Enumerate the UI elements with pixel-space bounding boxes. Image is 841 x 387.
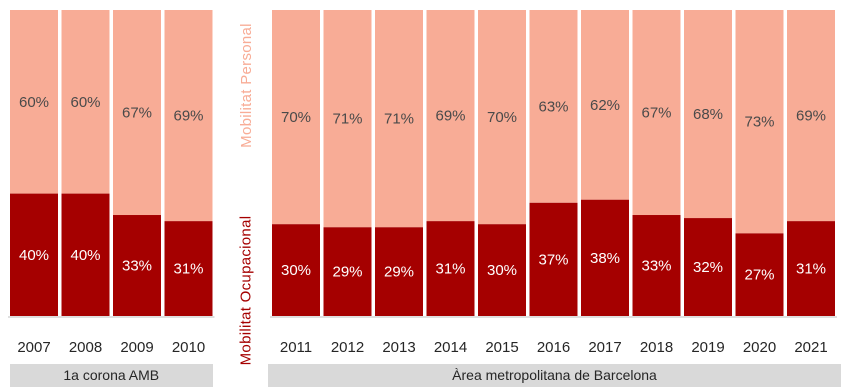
- data-label-ocupacional-2011: 30%: [281, 262, 311, 279]
- bar-personal-2012: [323, 10, 372, 228]
- bar-personal-2010: [164, 10, 213, 222]
- bar-ocupacional-2010: [164, 221, 213, 316]
- bar-ocupacional-2013: [375, 227, 423, 316]
- data-label-ocupacional-2008: 40%: [70, 247, 100, 264]
- tick-label-2008: 2008: [69, 339, 102, 356]
- data-label-ocupacional-2007: 40%: [19, 247, 49, 264]
- data-label-ocupacional-2014: 31%: [435, 261, 465, 278]
- tick-label-2014: 2014: [434, 339, 467, 356]
- data-label-ocupacional-2010: 31%: [173, 261, 203, 278]
- data-label-ocupacional-2015: 30%: [487, 262, 517, 279]
- data-label-ocupacional-2013: 29%: [384, 264, 414, 281]
- tick-label-2011: 2011: [280, 339, 312, 356]
- bar-personal-2011: [272, 10, 320, 225]
- tick-label-2015: 2015: [485, 339, 518, 356]
- data-label-personal-2016: 63%: [538, 98, 568, 115]
- group-label-1a-corona: 1a corona AMB: [10, 364, 213, 387]
- bar-ocupacional-2012: [323, 227, 372, 316]
- data-label-ocupacional-2019: 32%: [693, 259, 723, 276]
- bar-ocupacional-2016: [529, 202, 578, 316]
- data-label-personal-2010: 69%: [173, 108, 203, 125]
- bar-ocupacional-2017: [581, 199, 629, 316]
- tick-label-2010: 2010: [172, 339, 205, 356]
- legend-personal: Mobilitat Personal: [237, 22, 255, 148]
- bar-ocupacional-2014: [426, 221, 475, 316]
- data-label-ocupacional-2009: 33%: [122, 258, 152, 275]
- bar-personal-2008: [61, 10, 110, 194]
- tick-label-2018: 2018: [640, 339, 673, 356]
- bar-ocupacional-2007: [10, 193, 58, 316]
- data-label-personal-2017: 62%: [590, 97, 620, 114]
- data-label-personal-2015: 70%: [487, 109, 517, 126]
- tick-label-2020: 2020: [743, 339, 776, 356]
- legend-ocupacional: Mobilitat Ocupacional: [237, 215, 255, 365]
- tick-label-2016: 2016: [537, 339, 570, 356]
- tick-label-2019: 2019: [691, 339, 724, 356]
- data-label-personal-2020: 73%: [744, 114, 774, 131]
- data-label-personal-2011: 70%: [281, 109, 311, 126]
- group-label-area-metropolitana: Àrea metropolitana de Barcelona: [268, 364, 841, 387]
- bar-personal-2016: [529, 10, 578, 203]
- bar-personal-2019: [684, 10, 732, 219]
- tick-label-2007: 2007: [17, 339, 50, 356]
- bar-ocupacional-2019: [684, 218, 732, 316]
- bar-ocupacional-2020: [735, 233, 784, 316]
- data-label-personal-2009: 67%: [122, 105, 152, 122]
- bar-personal-2013: [375, 10, 423, 228]
- bar-personal-2009: [113, 10, 161, 216]
- data-label-ocupacional-2012: 29%: [332, 264, 362, 281]
- data-label-personal-2007: 60%: [19, 94, 49, 111]
- bar-ocupacional-2011: [272, 224, 320, 316]
- bar-ocupacional-2008: [61, 193, 110, 316]
- data-label-personal-2013: 71%: [384, 111, 414, 128]
- bar-ocupacional-2021: [787, 221, 835, 316]
- data-label-personal-2014: 69%: [435, 108, 465, 125]
- bar-personal-2007: [10, 10, 58, 194]
- tick-label-2017: 2017: [588, 339, 621, 356]
- data-label-personal-2008: 60%: [70, 94, 100, 111]
- data-label-ocupacional-2017: 38%: [590, 250, 620, 267]
- data-label-ocupacional-2018: 33%: [641, 258, 671, 275]
- data-label-personal-2019: 68%: [693, 106, 723, 123]
- data-label-personal-2012: 71%: [332, 111, 362, 128]
- tick-label-2009: 2009: [120, 339, 153, 356]
- bar-personal-2017: [581, 10, 629, 200]
- bar-ocupacional-2009: [113, 215, 161, 316]
- bar-ocupacional-2018: [632, 215, 681, 316]
- bar-ocupacional-2015: [478, 224, 526, 316]
- tick-label-2013: 2013: [382, 339, 415, 356]
- data-label-personal-2021: 69%: [796, 108, 826, 125]
- data-label-ocupacional-2020: 27%: [744, 267, 774, 284]
- bar-personal-2014: [426, 10, 475, 222]
- bar-personal-2020: [735, 10, 784, 234]
- tick-label-2021: 2021: [794, 339, 827, 356]
- bar-personal-2021: [787, 10, 835, 222]
- tick-label-2012: 2012: [331, 339, 364, 356]
- data-label-ocupacional-2016: 37%: [538, 251, 568, 268]
- bar-personal-2018: [632, 10, 681, 216]
- data-label-ocupacional-2021: 31%: [796, 261, 826, 278]
- data-label-personal-2018: 67%: [641, 105, 671, 122]
- bar-personal-2015: [478, 10, 526, 225]
